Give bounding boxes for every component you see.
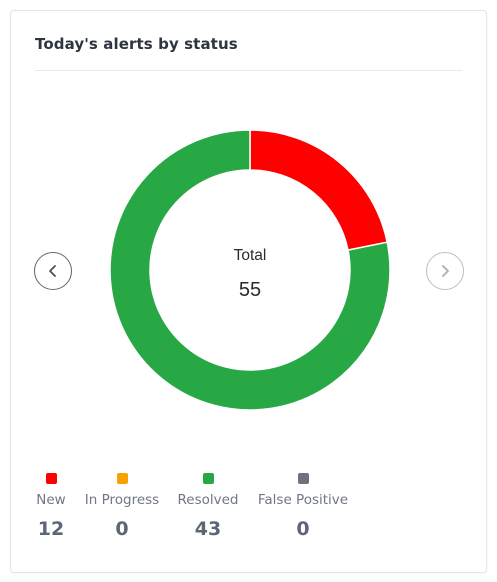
donut-chart: Total 55 bbox=[109, 129, 391, 411]
legend-item-in-progress[interactable]: In Progress 0 bbox=[81, 473, 163, 540]
card-title: Today's alerts by status bbox=[35, 35, 238, 53]
legend-value: 0 bbox=[115, 518, 129, 540]
legend-label: False Positive bbox=[257, 492, 349, 508]
legend-swatch-false-positive bbox=[297, 473, 309, 484]
chevron-right-icon bbox=[442, 265, 449, 277]
legend-swatch-in-progress bbox=[116, 473, 128, 484]
legend-value: 0 bbox=[296, 518, 310, 540]
donut-center-label: Total bbox=[234, 247, 267, 264]
chevron-left-icon bbox=[49, 265, 56, 277]
legend-value: 12 bbox=[37, 518, 65, 540]
legend-label: New bbox=[36, 492, 66, 508]
legend-label: In Progress bbox=[84, 492, 160, 508]
donut-center-total: 55 bbox=[239, 279, 261, 301]
legend-swatch-new bbox=[45, 473, 57, 484]
legend-item-false-positive[interactable]: False Positive 0 bbox=[253, 473, 353, 540]
legend-label: Resolved bbox=[177, 492, 239, 508]
title-divider bbox=[35, 70, 462, 71]
legend-item-new[interactable]: New 12 bbox=[29, 473, 73, 540]
next-button[interactable] bbox=[426, 252, 464, 290]
donut-slice-new[interactable] bbox=[249, 129, 389, 252]
donut-slices bbox=[109, 129, 391, 411]
legend-swatch-resolved bbox=[202, 473, 214, 484]
previous-button[interactable] bbox=[34, 252, 72, 290]
legend-item-resolved[interactable]: Resolved 43 bbox=[174, 473, 242, 540]
donut-slice-resolved[interactable] bbox=[109, 129, 391, 411]
alerts-status-card: Today's alerts by status Total 55 New 12… bbox=[10, 10, 487, 573]
legend-value: 43 bbox=[194, 518, 222, 540]
